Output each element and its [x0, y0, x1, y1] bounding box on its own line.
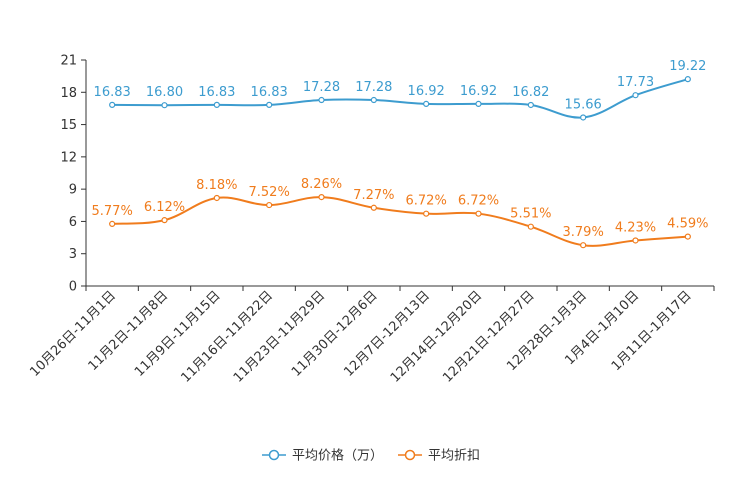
data-point[interactable]: [370, 204, 377, 211]
data-label: 15.66: [565, 97, 602, 112]
data-point[interactable]: [580, 242, 587, 249]
data-label: 5.51%: [510, 207, 551, 222]
legend-label: 平均折扣: [428, 449, 480, 464]
data-label: 7.27%: [353, 188, 394, 203]
data-point[interactable]: [109, 220, 116, 228]
data-label: 6.72%: [458, 194, 499, 209]
data-label: 16.80: [146, 85, 183, 100]
data-point[interactable]: [580, 114, 587, 121]
data-point[interactable]: [318, 96, 325, 104]
legend-item-1[interactable]: 平均折扣: [398, 449, 480, 464]
legend-marker-icon: [404, 449, 416, 461]
data-label: 7.52%: [249, 185, 290, 200]
data-label: 8.26%: [301, 177, 342, 192]
data-point[interactable]: [475, 210, 482, 217]
series-0: 16.83 16.80 16.83 16.83 17.28 17.28 16.92 16.92…: [94, 59, 706, 121]
data-point[interactable]: [266, 201, 273, 209]
data-label: 4.59%: [667, 217, 708, 232]
y-tick-label: 21: [60, 54, 77, 69]
data-point[interactable]: [109, 101, 116, 108]
y-tick-labels: 0 3 6 9 12 15 18 21: [60, 54, 86, 295]
data-label: 3.79%: [563, 225, 604, 240]
y-tick-label: 12: [60, 150, 77, 165]
data-label: 17.28: [303, 80, 340, 95]
data-point[interactable]: [318, 194, 325, 201]
y-tick-label: 6: [69, 215, 77, 230]
data-point[interactable]: [423, 100, 430, 108]
legend-marker-icon: [268, 449, 280, 461]
data-point[interactable]: [213, 194, 220, 202]
series-line: [112, 196, 688, 247]
data-point[interactable]: [632, 237, 639, 244]
data-label: 16.83: [251, 85, 288, 100]
data-label: 16.82: [512, 85, 549, 100]
y-tick-label: 18: [60, 86, 77, 101]
y-tick-label: 9: [69, 183, 77, 198]
data-point[interactable]: [475, 100, 482, 108]
series-line: [112, 78, 689, 119]
data-point[interactable]: [632, 92, 639, 99]
y-tick-label: 15: [60, 118, 77, 133]
x-tick-label: 12月21日-12月27日: [440, 288, 537, 385]
data-label: 5.77%: [92, 204, 133, 219]
data-label: 6.72%: [406, 194, 447, 209]
y-tick-label: 0: [69, 280, 77, 295]
data-label: 16.92: [408, 84, 445, 99]
data-label: 17.73: [617, 75, 654, 90]
data-point[interactable]: [684, 76, 691, 83]
series-1: 5.77% 6.12% 8.18% 7.52% 8.26% 7.27% 6.72% 6.72%…: [92, 177, 708, 249]
data-point[interactable]: [370, 96, 377, 104]
series-layer: 16.83 16.80 16.83 16.83 17.28 17.28 16.92 16.92…: [92, 59, 708, 249]
x-tick-label: 12月14日-12月20日: [388, 288, 485, 385]
data-label: 16.83: [198, 85, 235, 100]
legend[interactable]: 平均价格（万） 平均折扣: [262, 448, 480, 464]
data-point[interactable]: [213, 101, 220, 108]
y-tick-label: 3: [69, 247, 77, 262]
x-tick-labels: 10月26日-11月1日11月2日-11月8日11月9日-11月15日11月16…: [27, 286, 715, 386]
x-tick-label: 11月23日-11月29日: [231, 288, 328, 385]
data-label: 17.28: [355, 80, 392, 95]
data-point[interactable]: [423, 210, 430, 217]
data-point[interactable]: [266, 101, 273, 108]
x-tick-label: 11月16日-11月22日: [179, 288, 276, 385]
x-tick-label: 10月26日-11月1日: [27, 288, 119, 380]
data-label: 16.83: [94, 85, 131, 100]
data-point[interactable]: [684, 233, 691, 240]
data-point[interactable]: [161, 102, 168, 109]
data-point[interactable]: [161, 217, 168, 224]
data-point[interactable]: [527, 223, 534, 230]
legend-item-0[interactable]: 平均价格（万）: [262, 448, 383, 464]
data-label: 19.22: [669, 59, 706, 74]
data-label: 8.18%: [196, 178, 237, 193]
data-label: 4.23%: [615, 220, 656, 235]
data-label: 6.12%: [144, 200, 185, 215]
data-point[interactable]: [527, 101, 534, 109]
data-label: 16.92: [460, 84, 497, 99]
legend-label: 平均价格（万）: [292, 448, 383, 464]
